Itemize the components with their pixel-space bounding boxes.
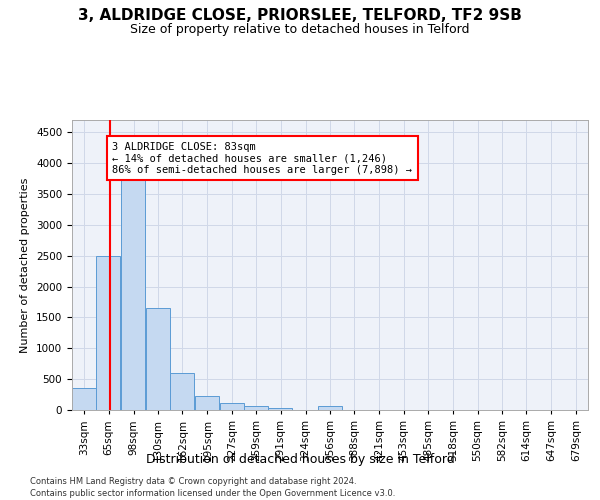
Bar	[72, 388, 96, 410]
Text: Contains HM Land Registry data © Crown copyright and database right 2024.: Contains HM Land Registry data © Crown c…	[30, 478, 356, 486]
Y-axis label: Number of detached properties: Number of detached properties	[20, 178, 31, 352]
Bar	[195, 396, 219, 410]
Text: 3 ALDRIDGE CLOSE: 83sqm
← 14% of detached houses are smaller (1,246)
86% of semi: 3 ALDRIDGE CLOSE: 83sqm ← 14% of detache…	[112, 142, 412, 175]
Bar	[244, 406, 268, 410]
Bar	[97, 256, 121, 410]
Text: Size of property relative to detached houses in Telford: Size of property relative to detached ho…	[130, 22, 470, 36]
Bar	[146, 308, 170, 410]
Bar	[220, 403, 244, 410]
Text: Contains public sector information licensed under the Open Government Licence v3: Contains public sector information licen…	[30, 489, 395, 498]
Bar	[170, 373, 194, 410]
Bar	[318, 406, 342, 410]
Bar	[268, 408, 292, 410]
Text: Distribution of detached houses by size in Telford: Distribution of detached houses by size …	[146, 452, 454, 466]
Text: 3, ALDRIDGE CLOSE, PRIORSLEE, TELFORD, TF2 9SB: 3, ALDRIDGE CLOSE, PRIORSLEE, TELFORD, T…	[78, 8, 522, 22]
Bar	[121, 178, 145, 410]
